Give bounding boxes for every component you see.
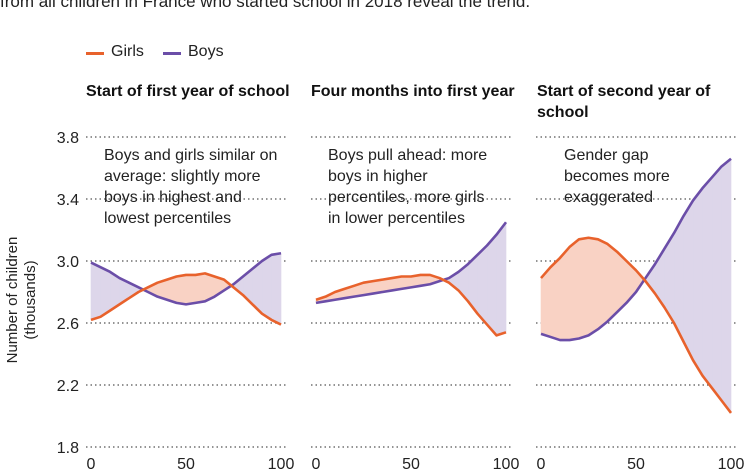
y-tick-label: 2.2 [57,378,79,395]
gap-fill-segment [721,158,732,414]
panel-annotation-3: Gender gap becomes more exaggerated [564,147,670,206]
x-tick-label: 100 [268,456,295,470]
gap-fill-segment [90,262,101,321]
series-line-boys [315,221,508,305]
legend-swatch-girls [86,52,104,55]
legend-label-girls: Girls [111,43,144,60]
gap-fill-segment [477,244,488,326]
intro-text: from all children in France who started … [0,0,531,11]
gap-fill-segment [559,246,570,341]
gap-fill-segment [195,273,206,304]
gap-fill-segment [486,233,497,337]
series-line-girls [315,273,507,337]
x-tick-label: 50 [177,456,195,470]
panel-title-2: Four months into first year [311,83,515,100]
gap-fill-segment [550,257,561,341]
y-tick-label: 3.4 [57,192,79,209]
panel-title-3: Start of second year of school [537,83,711,121]
legend-label-boys: Boys [188,43,224,60]
x-tick-label: 0 [312,456,321,470]
panel-title-1: Start of first year of school [86,83,290,100]
legend-swatch-boys [163,52,181,55]
series-line-boys [540,157,732,342]
x-tick-label: 0 [537,456,546,470]
series-line-girls [540,236,733,414]
gap-fill-segment [185,274,196,305]
gap-fill-segment [569,238,580,341]
gap-fill-segment [702,176,713,389]
gap-fill-segment [588,237,599,336]
x-tick-label: 0 [87,456,96,470]
y-tick-label: 2.6 [57,316,79,333]
y-axis-label-line1: Number of children [4,236,21,364]
gap-fill-segment [271,252,282,326]
gap-fill-segment [692,187,703,377]
x-tick-label: 100 [718,456,745,470]
gap-fill-segment [607,243,618,323]
gap-fill-segment [578,237,589,339]
gap-fill-segment [683,199,694,361]
gap-fill-segment [261,254,272,321]
y-tick-label: 3.8 [57,130,79,147]
y-tick-label: 1.8 [57,440,79,457]
gap-fill-segment [711,165,722,402]
gap-fill-segment [176,274,187,305]
series-line-boys [90,251,282,306]
gap-fill-segment [673,214,684,342]
gap-fill-segment [100,266,111,318]
x-tick-label: 50 [402,456,420,470]
gap-fill-segment [597,238,608,330]
x-tick-label: 100 [493,456,520,470]
panel-annotation-1: Boys and girls similar on average: sligh… [104,147,278,227]
series-line-girls [90,272,282,326]
x-tick-label: 50 [627,456,645,470]
gap-fill-segment [496,221,507,336]
panel-annotation-2: Boys pull ahead: more boys in higher per… [328,147,488,227]
y-tick-label: 3.0 [57,254,79,271]
y-axis-label-line2: (thousands) [22,260,39,340]
